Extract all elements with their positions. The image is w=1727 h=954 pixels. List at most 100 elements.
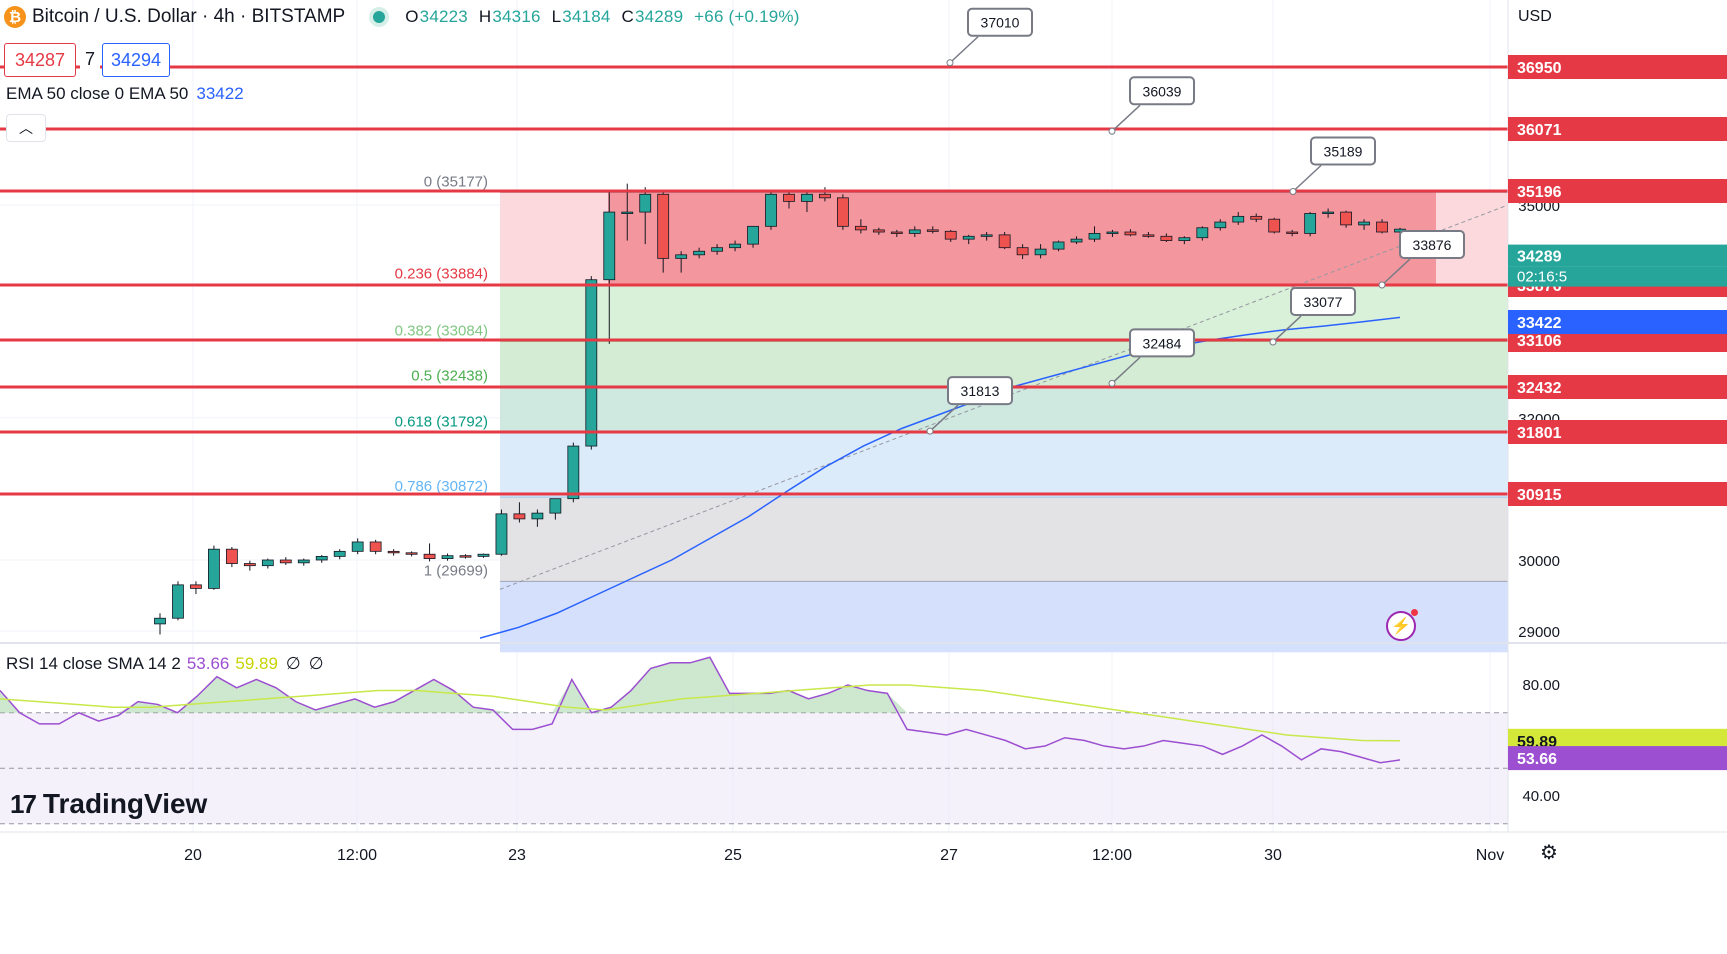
candle bbox=[1160, 233, 1173, 242]
callout-box bbox=[1129, 76, 1195, 106]
fib-label: 0.786 (30872) bbox=[395, 478, 488, 495]
candle bbox=[711, 244, 724, 255]
tradingview-logo[interactable]: 17 TradingView bbox=[10, 788, 208, 819]
candle bbox=[243, 560, 256, 571]
candle-body bbox=[567, 445, 580, 500]
candle bbox=[729, 240, 741, 252]
symbol-header[interactable]: ₿ Bitcoin / U.S. Dollar · 4h · BITSTAMP … bbox=[4, 6, 806, 28]
candle bbox=[1376, 219, 1388, 234]
candle-body bbox=[962, 235, 975, 240]
candle bbox=[567, 442, 580, 503]
candle-body bbox=[711, 247, 724, 252]
candle-body bbox=[585, 279, 598, 447]
candle-body bbox=[1250, 215, 1263, 220]
lightning-icon[interactable]: ⚡ bbox=[1386, 609, 1418, 641]
candle-body bbox=[836, 197, 849, 227]
candle-body bbox=[333, 550, 346, 557]
candle bbox=[1142, 232, 1155, 238]
collapse-legend-button[interactable]: ︿ bbox=[6, 114, 46, 142]
candle-body bbox=[261, 559, 274, 567]
candle-body bbox=[729, 243, 741, 249]
candle-body bbox=[639, 193, 652, 213]
candle-body bbox=[531, 512, 544, 520]
candle bbox=[693, 247, 706, 259]
candle-body bbox=[423, 553, 436, 559]
level-price-tag: 31801 bbox=[1517, 425, 1562, 442]
candle-body bbox=[1196, 227, 1209, 239]
candle bbox=[172, 581, 184, 621]
candle bbox=[657, 190, 670, 273]
settings-gear-icon[interactable]: ⚙ bbox=[1540, 842, 1558, 864]
fib-label: 0.236 (33884) bbox=[395, 265, 488, 282]
candle bbox=[531, 509, 544, 527]
candle-body bbox=[495, 513, 508, 555]
candle-body bbox=[1034, 248, 1047, 256]
rsi-legend[interactable]: RSI 14 close SMA 14 2 53.66 59.89 ∅ ∅ bbox=[6, 654, 324, 673]
candle bbox=[154, 613, 166, 635]
ohlc-values: O34223 H34316 L34184 C34289 +66 (+0.19%) bbox=[405, 7, 800, 26]
candle-body bbox=[208, 548, 220, 589]
candle bbox=[351, 538, 364, 555]
candle-body bbox=[603, 211, 616, 281]
candle-body bbox=[190, 584, 202, 589]
callout-pointer bbox=[1111, 356, 1141, 384]
candle bbox=[603, 190, 616, 344]
callout-pointer bbox=[929, 404, 959, 432]
fib-zone bbox=[500, 432, 1508, 498]
candle bbox=[1178, 236, 1191, 245]
buy-price-button[interactable]: 34294 bbox=[102, 43, 170, 77]
candle-body bbox=[351, 541, 364, 552]
ema-legend[interactable]: EMA 50 close 0 EMA 50 33422 bbox=[6, 84, 244, 103]
candle-body bbox=[1214, 221, 1227, 229]
candle bbox=[854, 219, 867, 234]
candle bbox=[926, 226, 939, 234]
candle-body bbox=[243, 563, 256, 567]
candle-body bbox=[1286, 231, 1299, 234]
sell-price-button[interactable]: 34287 bbox=[4, 43, 76, 77]
time-tick-label: 23 bbox=[508, 847, 526, 864]
candle-body bbox=[890, 231, 903, 234]
candle-body bbox=[1160, 235, 1173, 241]
candle-body bbox=[693, 250, 706, 256]
candle-body bbox=[369, 541, 382, 552]
candle-body bbox=[908, 229, 921, 234]
callout-label: 37010 bbox=[981, 15, 1020, 31]
candle-body bbox=[549, 498, 562, 514]
callout-label: 36039 bbox=[1143, 83, 1182, 99]
level-price-tag: 36950 bbox=[1517, 60, 1562, 77]
rsi-value-tag: 53.66 bbox=[1517, 751, 1557, 768]
candle-body bbox=[998, 234, 1011, 249]
candle bbox=[225, 547, 238, 568]
candle bbox=[962, 234, 975, 245]
candle-body bbox=[1052, 241, 1065, 250]
market-status-icon[interactable] bbox=[373, 11, 386, 23]
candle bbox=[585, 276, 598, 450]
callout-label: 35189 bbox=[1324, 143, 1363, 159]
candle-body bbox=[1232, 215, 1245, 223]
candle-body bbox=[1088, 233, 1101, 240]
candle bbox=[675, 251, 688, 273]
candle bbox=[1286, 229, 1299, 237]
countdown-bg bbox=[1508, 266, 1727, 287]
candle bbox=[998, 232, 1011, 250]
last-price-tag-bg bbox=[1508, 244, 1727, 267]
ema-price-tag-bg bbox=[1508, 310, 1727, 334]
symbol-title[interactable]: Bitcoin / U.S. Dollar · 4h · BITSTAMP bbox=[32, 6, 346, 27]
level-price-tag-bg bbox=[1508, 375, 1727, 399]
time-tick-label: 12:00 bbox=[1092, 847, 1132, 864]
candle-body bbox=[819, 193, 831, 199]
currency-label[interactable]: USD bbox=[1518, 8, 1552, 25]
candle bbox=[495, 509, 508, 556]
candle-body bbox=[477, 553, 490, 557]
candle-body bbox=[387, 550, 400, 554]
callout-anchor bbox=[1269, 338, 1277, 346]
rsi-tick-label: 40.00 bbox=[1522, 788, 1560, 805]
level-price-tag-bg bbox=[1508, 420, 1727, 444]
callout-box bbox=[967, 7, 1033, 37]
price-tick-label: 29000 bbox=[1518, 624, 1560, 641]
candle bbox=[369, 539, 382, 555]
fib-label: 0 (35177) bbox=[424, 173, 488, 190]
callout-label: 33077 bbox=[1304, 294, 1343, 310]
callout-pointer bbox=[949, 36, 979, 64]
